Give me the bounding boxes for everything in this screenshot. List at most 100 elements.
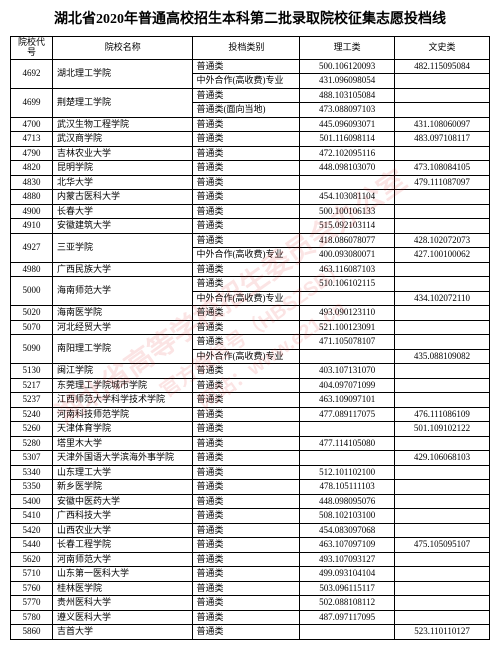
- cell-code: 5420: [11, 523, 53, 538]
- table-row: 5090南阳理工学院普通类471.105078107: [11, 335, 490, 350]
- cell-art: [395, 494, 490, 509]
- cell-sci: 448.098095076: [300, 494, 395, 509]
- cell-name: 天津体育学院: [52, 422, 192, 437]
- cell-art: [395, 596, 490, 611]
- cell-code: 4980: [11, 262, 53, 277]
- cell-type: 普通类(面向当地): [192, 103, 300, 118]
- cell-art: [395, 567, 490, 582]
- table-row: 4790吉林农业大学普通类472.102095116: [11, 146, 490, 161]
- cell-code: 4830: [11, 175, 53, 190]
- cell-art: [395, 610, 490, 625]
- score-table: 院校代号 院校名称 投档类别 理工类 文史类 4692湖北理工学院普通类500.…: [10, 36, 490, 640]
- cell-art: [395, 509, 490, 524]
- cell-name: 安徽建筑大学: [52, 219, 192, 234]
- cell-code: 5307: [11, 451, 53, 466]
- cell-sci: 508.102103100: [300, 509, 395, 524]
- table-row: 5440长春工程学院普通类463.107097109475.105095107: [11, 538, 490, 553]
- cell-type: 普通类: [192, 523, 300, 538]
- table-row: 4692湖北理工学院普通类500.106120093482.115095084: [11, 59, 490, 74]
- cell-type: 普通类: [192, 132, 300, 147]
- cell-sci: [300, 291, 395, 306]
- cell-art: [395, 146, 490, 161]
- cell-art: [395, 204, 490, 219]
- cell-sci: 431.096098054: [300, 74, 395, 89]
- header-sci: 理工类: [300, 37, 395, 60]
- cell-sci: 488.103105084: [300, 88, 395, 103]
- cell-type: 普通类: [192, 59, 300, 74]
- table-row: 5340山东理工大学普通类512.101102100: [11, 465, 490, 480]
- cell-sci: 400.093080071: [300, 248, 395, 263]
- cell-type: 普通类: [192, 378, 300, 393]
- cell-name: 河北经贸大学: [52, 320, 192, 335]
- cell-sci: 418.086078077: [300, 233, 395, 248]
- table-row: 5280塔里木大学普通类477.114105080: [11, 436, 490, 451]
- cell-art: [395, 74, 490, 89]
- cell-name: 新乡医学院: [52, 480, 192, 495]
- cell-code: 5237: [11, 393, 53, 408]
- cell-code: 5280: [11, 436, 53, 451]
- cell-code: 4900: [11, 204, 53, 219]
- cell-code: 5217: [11, 378, 53, 393]
- cell-code: 5620: [11, 552, 53, 567]
- cell-art: [395, 320, 490, 335]
- cell-type: 普通类: [192, 219, 300, 234]
- cell-sci: 493.107093127: [300, 552, 395, 567]
- cell-code: 4927: [11, 233, 53, 262]
- cell-art: 431.108060097: [395, 117, 490, 132]
- cell-code: 5760: [11, 581, 53, 596]
- cell-art: 476.111086109: [395, 407, 490, 422]
- cell-sci: 404.097071099: [300, 378, 395, 393]
- cell-art: 479.111087097: [395, 175, 490, 190]
- cell-art: [395, 190, 490, 205]
- cell-sci: 478.105111103: [300, 480, 395, 495]
- table-row: 5000海南师范大学普通类510.106102115: [11, 277, 490, 292]
- cell-name: 吉首大学: [52, 625, 192, 640]
- cell-name: 河南科技师范学院: [52, 407, 192, 422]
- cell-type: 普通类: [192, 581, 300, 596]
- cell-code: 5410: [11, 509, 53, 524]
- cell-type: 中外合作(高收费)专业: [192, 248, 300, 263]
- cell-code: 5020: [11, 306, 53, 321]
- cell-code: 4699: [11, 88, 53, 117]
- cell-name: 广西科技大学: [52, 509, 192, 524]
- cell-name: 荆楚理工学院: [52, 88, 192, 117]
- cell-code: 4700: [11, 117, 53, 132]
- cell-name: 吉林农业大学: [52, 146, 192, 161]
- table-row: 4700武汉生物工程学院普通类445.096093071431.10806009…: [11, 117, 490, 132]
- cell-art: [395, 277, 490, 292]
- cell-art: [395, 103, 490, 118]
- table-row: 4910安徽建筑大学普通类515.092103114: [11, 219, 490, 234]
- cell-art: 428.102072073: [395, 233, 490, 248]
- table-row: 5860吉首大学普通类523.110110127: [11, 625, 490, 640]
- cell-name: 桂林医学院: [52, 581, 192, 596]
- cell-type: 普通类: [192, 146, 300, 161]
- cell-name: 遵义医科大学: [52, 610, 192, 625]
- cell-code: 5090: [11, 335, 53, 364]
- cell-type: 普通类: [192, 277, 300, 292]
- cell-type: 普通类: [192, 480, 300, 495]
- table-row: 5710山东第一医科大学普通类499.093104104: [11, 567, 490, 582]
- table-row: 5020海南医学院普通类493.090123110: [11, 306, 490, 321]
- cell-type: 普通类: [192, 436, 300, 451]
- table-row: 5237江西师范大学科学技术学院普通类463.109097101: [11, 393, 490, 408]
- cell-sci: 502.088108112: [300, 596, 395, 611]
- cell-art: 427.100100062: [395, 248, 490, 263]
- cell-name: 武汉商学院: [52, 132, 192, 147]
- cell-art: 434.102072110: [395, 291, 490, 306]
- cell-name: 广西民族大学: [52, 262, 192, 277]
- cell-type: 普通类: [192, 494, 300, 509]
- cell-type: 普通类: [192, 465, 300, 480]
- table-row: 4900长春大学普通类500.100106133: [11, 204, 490, 219]
- table-row: 4820昆明学院普通类448.098103070473.108084105: [11, 161, 490, 176]
- table-row: 5130闽江学院普通类403.107131070: [11, 364, 490, 379]
- cell-name: 北华大学: [52, 175, 192, 190]
- cell-art: 429.106068103: [395, 451, 490, 466]
- cell-sci: [300, 625, 395, 640]
- cell-code: 5440: [11, 538, 53, 553]
- table-row: 5620河南师范大学普通类493.107093127: [11, 552, 490, 567]
- cell-sci: 487.097117095: [300, 610, 395, 625]
- cell-name: 海南师范大学: [52, 277, 192, 306]
- cell-sci: [300, 451, 395, 466]
- cell-sci: 463.107097109: [300, 538, 395, 553]
- cell-name: 塔里木大学: [52, 436, 192, 451]
